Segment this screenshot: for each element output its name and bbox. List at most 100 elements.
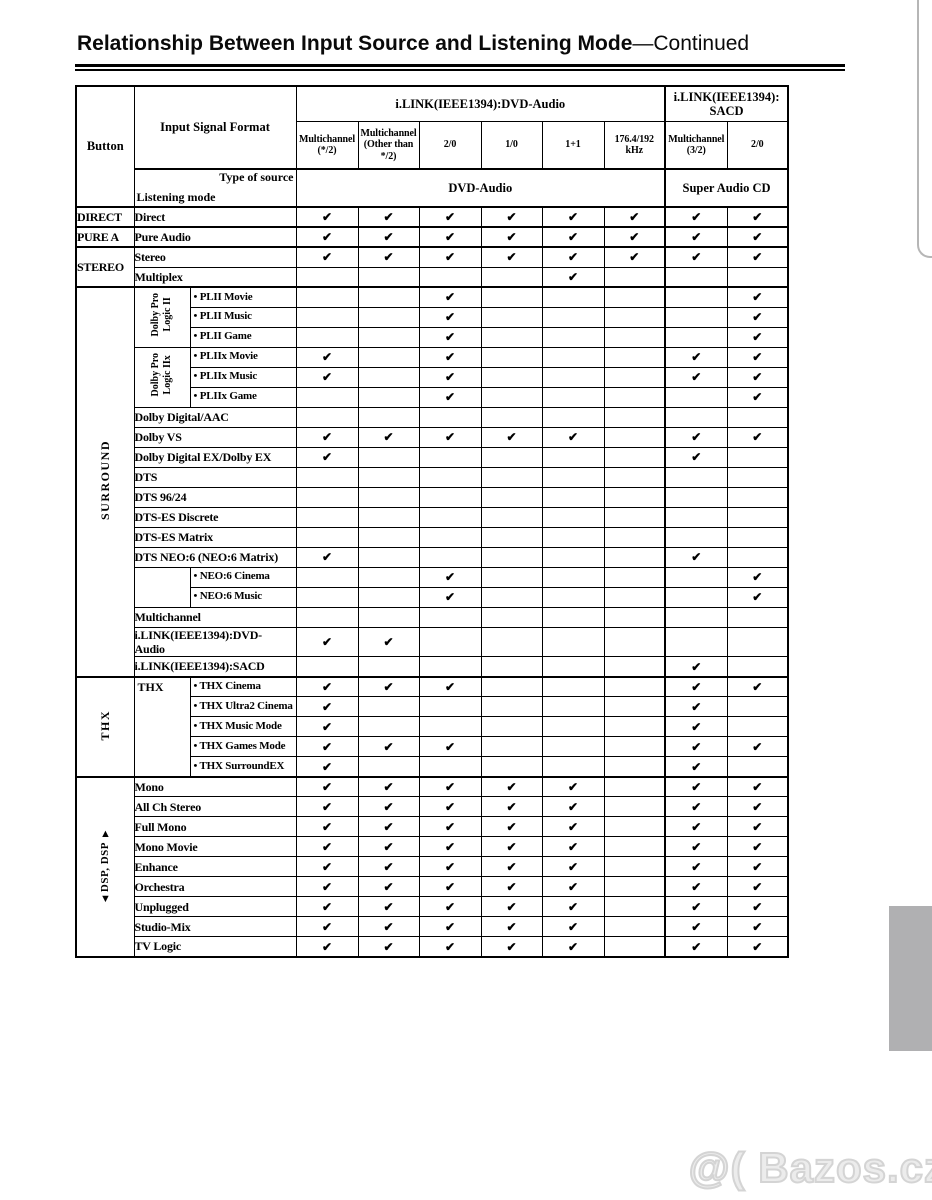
check-cell: ✔ — [541, 916, 605, 938]
empty-cell — [541, 306, 605, 328]
empty-cell — [295, 466, 359, 488]
check-cell: ✔ — [357, 426, 420, 448]
check-cell: ✔ — [603, 206, 666, 228]
empty-cell — [357, 716, 420, 738]
check-cell: ✔ — [357, 775, 420, 798]
check-cell: ✔ — [480, 836, 543, 858]
row-label: i.LINK(IEEE1394):SACD — [133, 656, 297, 678]
button-cell: THX — [75, 675, 135, 778]
empty-cell — [603, 546, 666, 568]
check-cell: ✔ — [480, 796, 543, 818]
empty-cell — [357, 446, 420, 468]
empty-cell — [295, 286, 359, 308]
row-label: • PLIIx Movie — [189, 346, 297, 368]
group-label-cell — [133, 566, 191, 608]
check-cell: ✔ — [295, 856, 359, 878]
empty-cell — [418, 466, 482, 488]
format-col-header: Multichannel (*/2) — [295, 121, 359, 170]
empty-cell — [418, 756, 482, 778]
empty-cell — [480, 546, 543, 568]
empty-cell — [295, 656, 359, 678]
empty-cell — [603, 896, 666, 918]
empty-cell — [603, 326, 666, 348]
check-cell: ✔ — [295, 226, 359, 248]
check-cell: ✔ — [418, 426, 482, 448]
check-cell: ✔ — [295, 836, 359, 858]
empty-cell — [603, 586, 666, 608]
empty-cell — [357, 586, 420, 608]
group-label-cell: THX — [133, 675, 191, 778]
empty-cell — [480, 716, 543, 738]
input-signal-format-header: Input Signal Format — [133, 85, 297, 170]
empty-cell — [480, 736, 543, 758]
empty-cell — [480, 566, 543, 588]
empty-cell — [726, 546, 789, 568]
check-cell: ✔ — [480, 936, 543, 958]
empty-cell — [603, 486, 666, 508]
empty-cell — [541, 675, 605, 698]
check-cell: ✔ — [726, 796, 789, 818]
empty-cell — [603, 775, 666, 798]
table-row: Dolby Digital/AAC — [76, 406, 789, 428]
table-row: THX THX • THX Cinema ✔ ✔ ✔ ✔ ✔ — [75, 675, 789, 778]
empty-cell — [541, 486, 605, 508]
check-cell: ✔ — [357, 836, 420, 858]
empty-cell — [541, 736, 605, 758]
check-cell: ✔ — [418, 346, 482, 368]
rotated-group-label: Dolby Pro Logic II — [150, 293, 173, 337]
empty-cell — [726, 696, 789, 718]
empty-cell — [726, 506, 789, 528]
empty-cell — [480, 326, 543, 348]
row-label: Dolby Digital/AAC — [133, 406, 297, 428]
row-label: Stereo — [133, 246, 297, 268]
empty-cell — [603, 916, 666, 938]
empty-cell — [664, 486, 728, 508]
empty-cell — [603, 506, 666, 528]
check-cell: ✔ — [541, 426, 605, 448]
empty-cell — [603, 836, 666, 858]
format-col-header: Multichannel (Other than */2) — [357, 121, 420, 170]
empty-cell — [418, 266, 482, 288]
header-row-source: Type of source Listening mode DVD-Audio … — [76, 168, 789, 208]
table-row: Enhance ✔ ✔ ✔ ✔ ✔ ✔ ✔ — [76, 856, 789, 878]
empty-cell — [541, 386, 605, 408]
check-cell: ✔ — [726, 426, 789, 448]
check-cell: ✔ — [357, 816, 420, 838]
empty-cell — [603, 876, 666, 898]
title-rule-top — [75, 64, 845, 67]
row-label: Orchestra — [133, 876, 297, 898]
check-cell: ✔ — [726, 896, 789, 918]
row-label: • PLIIx Music — [189, 366, 297, 388]
empty-cell — [418, 446, 482, 468]
empty-cell — [541, 326, 605, 348]
check-cell: ✔ — [295, 775, 359, 798]
empty-cell — [664, 626, 728, 658]
check-cell: ✔ — [295, 916, 359, 938]
check-cell: ✔ — [480, 426, 543, 448]
table-row: Dolby Digital EX/Dolby EX ✔ ✔ — [76, 446, 789, 468]
group-label-cell: Dolby Pro Logic IIx — [133, 346, 191, 408]
empty-cell — [480, 526, 543, 548]
table-row: • NEO:6 Cinema ✔ ✔ — [76, 566, 789, 608]
empty-cell — [295, 386, 359, 408]
check-cell: ✔ — [418, 586, 482, 608]
format-col-header: Multichannel (3/2) — [664, 121, 728, 170]
format-col-header: 176.4/192 kHz — [603, 121, 666, 170]
title-rule — [75, 64, 845, 71]
empty-cell — [664, 606, 728, 628]
check-cell: ✔ — [418, 736, 482, 758]
empty-cell — [603, 816, 666, 838]
check-cell: ✔ — [664, 876, 728, 898]
check-cell: ✔ — [480, 246, 543, 268]
empty-cell — [541, 466, 605, 488]
empty-cell — [295, 506, 359, 528]
row-label: DTS-ES Matrix — [133, 526, 297, 548]
dvd-audio-source-header: DVD-Audio — [295, 168, 666, 208]
empty-cell — [295, 306, 359, 328]
empty-cell — [295, 586, 359, 608]
empty-cell — [357, 656, 420, 678]
row-label: • PLII Game — [189, 326, 297, 348]
scrollbar-thumb[interactable] — [889, 906, 932, 1051]
empty-cell — [603, 386, 666, 408]
check-cell: ✔ — [664, 796, 728, 818]
